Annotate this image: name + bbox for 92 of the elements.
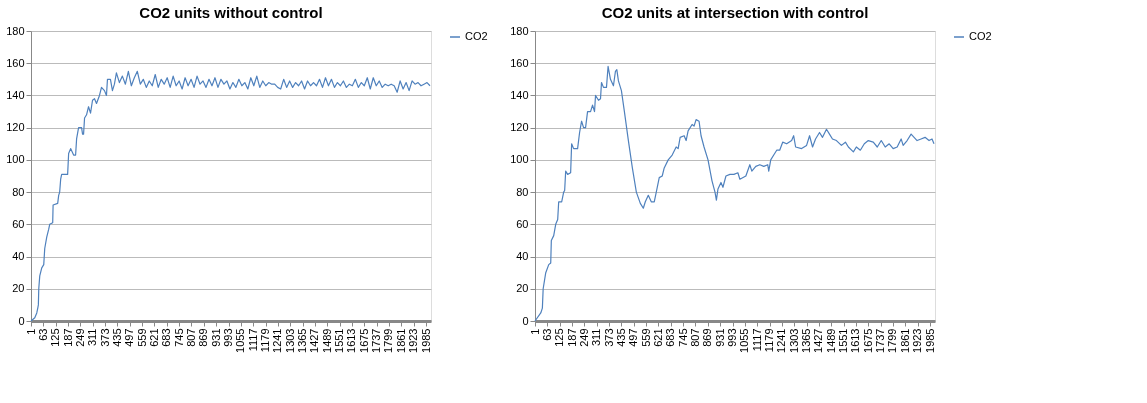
- x-tick-label: 1861: [898, 328, 911, 353]
- x-tick-label: 125: [553, 328, 566, 347]
- x-tick-label: 435: [110, 328, 123, 347]
- x-tick-label: 373: [602, 328, 615, 347]
- y-tick-label: 0: [522, 314, 529, 327]
- x-tick-label: 249: [73, 328, 86, 347]
- x-tick-label: 621: [651, 328, 664, 347]
- x-tick-label: 1179: [259, 328, 272, 353]
- x-tick-label: 559: [135, 328, 148, 347]
- y-tick-label: 40: [516, 250, 529, 263]
- x-tick-label: 1613: [849, 328, 862, 353]
- x-tick-label: 1427: [812, 328, 825, 353]
- y-tick-label: 80: [12, 185, 25, 198]
- x-tick-label: 1303: [787, 328, 800, 353]
- y-tick-label: 20: [516, 282, 529, 295]
- x-tick-label: 1055: [738, 328, 751, 353]
- x-tick-label: 993: [222, 328, 235, 347]
- x-tick-label: 683: [160, 328, 173, 347]
- x-tick-label: 1117: [750, 328, 763, 352]
- x-tick-label: 1: [24, 328, 37, 335]
- line-series: [534, 65, 935, 322]
- x-tick-label: 1489: [824, 328, 837, 353]
- x-tick-label: 63: [36, 328, 49, 341]
- x-tick-label: 683: [664, 328, 677, 347]
- x-tick-label: 1: [528, 328, 541, 335]
- y-tick-label: 100: [6, 153, 25, 166]
- y-tick-label: 120: [510, 121, 529, 134]
- x-tick-label: 1489: [320, 328, 333, 353]
- x-tick-label: 931: [713, 328, 726, 347]
- y-tick-label: 80: [516, 185, 529, 198]
- x-tick-label: 63: [540, 328, 553, 341]
- y-tick-label: 60: [516, 217, 529, 230]
- y-tick-label: 100: [510, 153, 529, 166]
- x-tick-label: 1241: [775, 328, 788, 353]
- x-tick-label: 311: [86, 328, 99, 347]
- line-series: [30, 70, 431, 322]
- x-tick-label: 1427: [308, 328, 321, 353]
- x-tick-label: 1055: [234, 328, 247, 353]
- x-tick-label: 1675: [357, 328, 370, 353]
- chart-title: CO2 units without control: [139, 4, 323, 21]
- y-tick-label: 140: [510, 88, 529, 101]
- x-tick-label: 1613: [345, 328, 358, 353]
- x-tick-label: 1985: [923, 328, 936, 353]
- x-tick-label: 745: [172, 328, 185, 347]
- y-tick-label: 20: [12, 282, 25, 295]
- x-tick-label: 1241: [271, 328, 284, 353]
- x-tick-label: 497: [627, 328, 640, 347]
- x-tick-label: 1737: [370, 328, 383, 353]
- x-tick-label: 621: [147, 328, 160, 347]
- x-tick-label: 187: [61, 328, 74, 347]
- x-tick-label: 559: [639, 328, 652, 347]
- x-tick-label: 1365: [296, 328, 309, 353]
- y-tick-label: 140: [6, 88, 25, 101]
- x-tick-label: 1737: [874, 328, 887, 353]
- x-tick-label: 435: [614, 328, 627, 347]
- x-tick-label: 373: [98, 328, 111, 347]
- x-tick-label: 1923: [407, 328, 420, 353]
- y-tick-label: 180: [6, 24, 25, 37]
- legend-label: CO2: [465, 30, 488, 42]
- y-tick-label: 160: [6, 56, 25, 69]
- x-tick-label: 1365: [800, 328, 813, 353]
- x-tick-label: 1179: [763, 328, 776, 353]
- x-tick-label: 1117: [246, 328, 259, 352]
- x-tick-label: 1923: [911, 328, 924, 353]
- x-tick-label: 1985: [419, 328, 432, 353]
- x-tick-label: 249: [577, 328, 590, 347]
- x-tick-label: 1799: [886, 328, 899, 353]
- legend-label: CO2: [969, 30, 992, 42]
- x-tick-label: 931: [209, 328, 222, 347]
- x-tick-label: 807: [184, 328, 197, 347]
- x-tick-label: 993: [726, 328, 739, 347]
- x-tick-label: 869: [701, 328, 714, 347]
- x-tick-label: 1303: [283, 328, 296, 353]
- x-tick-label: 1675: [861, 328, 874, 353]
- x-tick-label: 1551: [837, 328, 850, 353]
- x-tick-label: 187: [565, 328, 578, 347]
- x-tick-label: 311: [590, 328, 603, 347]
- y-tick-label: 0: [18, 314, 25, 327]
- x-tick-label: 125: [49, 328, 62, 347]
- y-tick-label: 60: [12, 217, 25, 230]
- x-tick-label: 1861: [394, 328, 407, 353]
- y-tick-label: 40: [12, 250, 25, 263]
- y-tick-label: 160: [510, 56, 529, 69]
- x-tick-label: 807: [688, 328, 701, 347]
- x-tick-label: 497: [123, 328, 136, 347]
- x-tick-label: 1551: [333, 328, 346, 353]
- y-tick-label: 120: [6, 121, 25, 134]
- y-tick-label: 180: [510, 24, 529, 37]
- x-tick-label: 869: [197, 328, 210, 347]
- chart-title: CO2 units at intersection with control: [601, 4, 869, 21]
- x-tick-label: 1799: [382, 328, 395, 353]
- x-tick-label: 745: [676, 328, 689, 347]
